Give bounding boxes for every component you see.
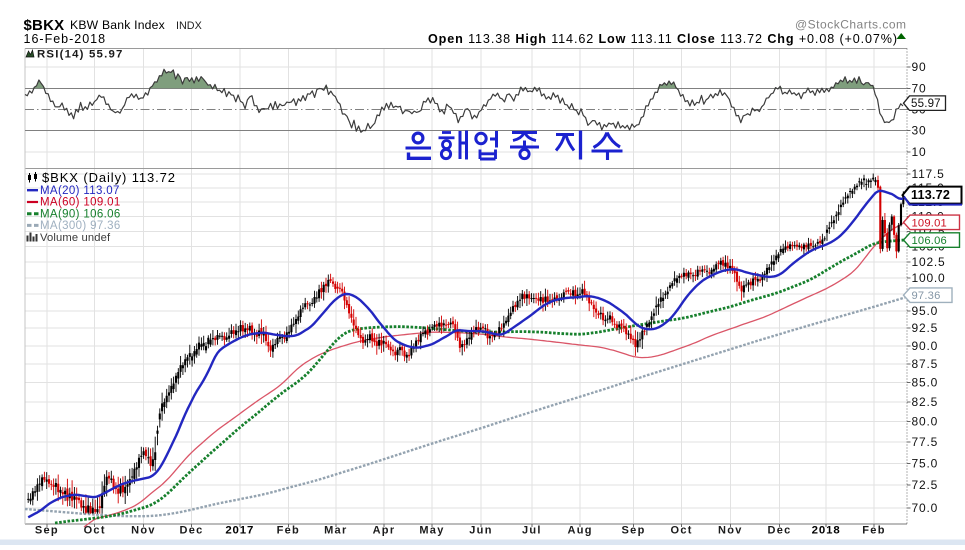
svg-text:70: 70 (912, 81, 927, 95)
svg-text:97.36: 97.36 (912, 290, 941, 302)
svg-text:55.97: 55.97 (911, 98, 941, 110)
svg-text:72.5: 72.5 (912, 478, 939, 492)
svg-text:Feb: Feb (277, 525, 300, 537)
svg-text:10: 10 (912, 145, 927, 159)
svg-text:77.5: 77.5 (912, 435, 939, 449)
svg-text:Volume undef: Volume undef (40, 232, 111, 244)
svg-text:90: 90 (912, 60, 927, 74)
svg-text:Jul: Jul (522, 525, 542, 537)
svg-text:16-Feb-2018: 16-Feb-2018 (24, 32, 107, 46)
svg-text:87.5: 87.5 (912, 357, 939, 371)
svg-text:MA(20) 113.07: MA(20) 113.07 (40, 185, 120, 197)
svg-text:80.0: 80.0 (912, 415, 939, 429)
svg-text:Mar: Mar (324, 525, 347, 537)
svg-text:MA(300) 97.36: MA(300) 97.36 (40, 220, 121, 232)
svg-text:100.0: 100.0 (912, 271, 946, 285)
svg-text:2018: 2018 (812, 525, 841, 537)
svg-text:102.5: 102.5 (912, 255, 946, 269)
svg-text:@StockCharts.com: @StockCharts.com (795, 18, 907, 32)
svg-text:$BKX (Daily) 113.72: $BKX (Daily) 113.72 (42, 170, 176, 185)
svg-text:75.0: 75.0 (912, 456, 939, 470)
svg-text:2017: 2017 (225, 525, 254, 537)
svg-text:95.0: 95.0 (912, 304, 939, 318)
svg-text:RSI(14) 55.97: RSI(14) 55.97 (37, 49, 124, 61)
svg-text:106.06: 106.06 (912, 235, 947, 247)
svg-text:May: May (419, 525, 444, 537)
svg-text:KBW Bank Index: KBW Bank Index (70, 18, 165, 32)
svg-text:MA(90) 106.06: MA(90) 106.06 (40, 208, 121, 220)
svg-text:Apr: Apr (373, 525, 396, 537)
svg-text:Nov: Nov (131, 525, 156, 537)
svg-text:Open 113.38 High 114.62 Low 11: Open 113.38 High 114.62 Low 113.11 Close… (428, 32, 898, 46)
svg-text:117.5: 117.5 (912, 167, 945, 181)
svg-text:Oct: Oct (670, 525, 692, 537)
svg-text:Sep: Sep (35, 525, 59, 537)
svg-text:Feb: Feb (862, 525, 885, 537)
svg-text:90.0: 90.0 (912, 339, 939, 353)
svg-text:109.01: 109.01 (912, 217, 947, 229)
svg-text:70.0: 70.0 (912, 501, 939, 515)
svg-text:113.72: 113.72 (911, 188, 950, 202)
svg-text:Oct: Oct (84, 525, 106, 537)
svg-text:Aug: Aug (568, 525, 593, 537)
svg-text:Sep: Sep (622, 525, 646, 537)
svg-text:Dec: Dec (767, 525, 791, 537)
svg-text:30: 30 (912, 124, 927, 138)
svg-text:92.5: 92.5 (912, 321, 939, 335)
svg-text:Dec: Dec (179, 525, 203, 537)
svg-text:MA(60) 109.01: MA(60) 109.01 (40, 197, 121, 209)
svg-text:Nov: Nov (718, 525, 743, 537)
svg-text:85.0: 85.0 (912, 376, 939, 390)
svg-text:82.5: 82.5 (912, 395, 939, 409)
svg-text:INDX: INDX (176, 20, 202, 32)
svg-text:Jun: Jun (469, 525, 492, 537)
